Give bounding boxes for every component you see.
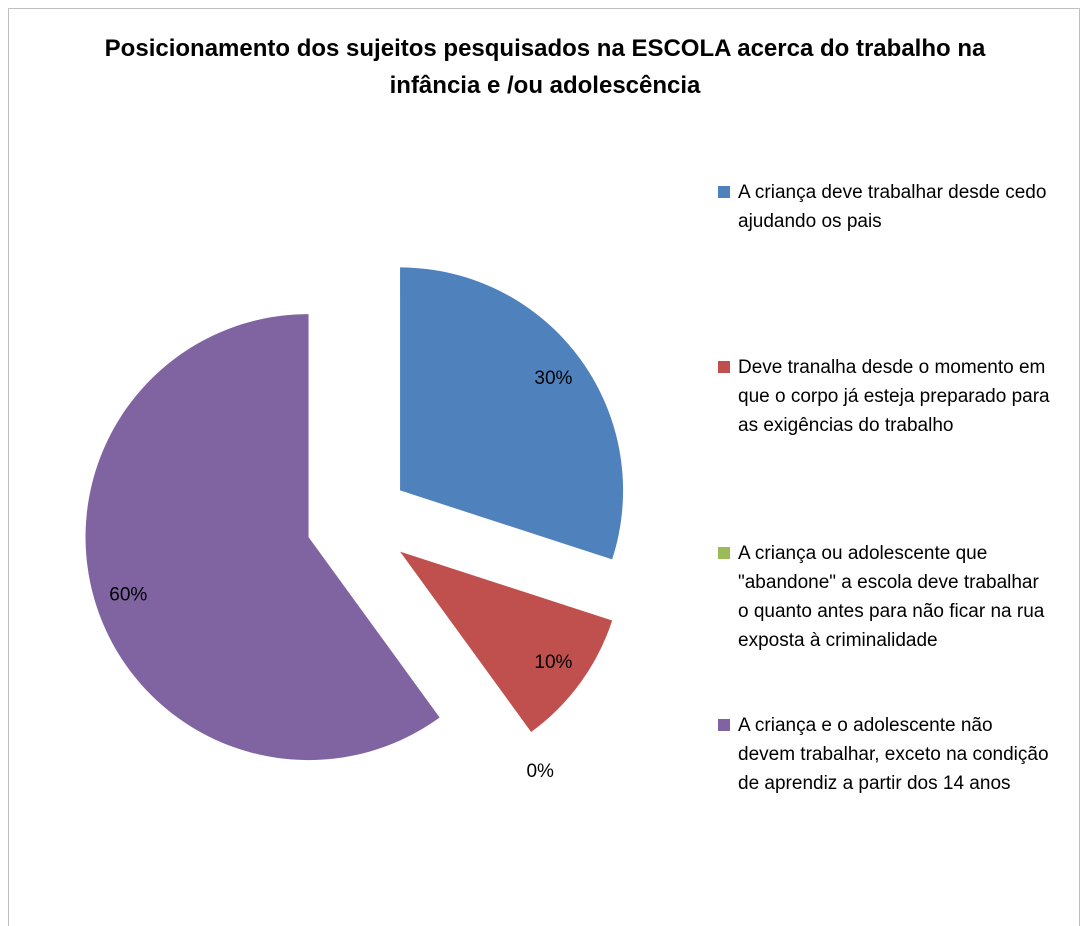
legend-label: Deve tranalha desde o momento em que o c… xyxy=(738,357,1050,436)
data-label: 0% xyxy=(526,761,554,782)
legend-label: A criança deve trabalhar desde cedo ajud… xyxy=(738,182,1047,232)
legend-item: A criança e o adolescente não devem trab… xyxy=(718,711,1053,798)
legend-swatch xyxy=(718,186,730,198)
chart-title: Posicionamento dos sujeitos pesquisados … xyxy=(104,35,986,99)
legend-item: A criança deve trabalhar desde cedo ajud… xyxy=(718,178,1053,236)
pie-slice xyxy=(400,267,624,560)
legend-swatch xyxy=(718,547,730,559)
data-label: 30% xyxy=(534,368,572,389)
chart-border xyxy=(8,8,1080,926)
data-label: 60% xyxy=(109,585,147,606)
pie-slice xyxy=(85,314,440,761)
legend-item: Deve tranalha desde o momento em que o c… xyxy=(718,353,1053,440)
data-label: 10% xyxy=(534,652,572,673)
pie-slice xyxy=(400,551,613,732)
legend-item: A criança ou adolescente que "abandone" … xyxy=(718,539,1053,655)
legend-label: A criança ou adolescente que "abandone" … xyxy=(738,543,1045,651)
legend-swatch xyxy=(718,719,730,731)
legend-label: A criança e o adolescente não devem trab… xyxy=(738,715,1049,794)
legend-swatch xyxy=(718,361,730,373)
